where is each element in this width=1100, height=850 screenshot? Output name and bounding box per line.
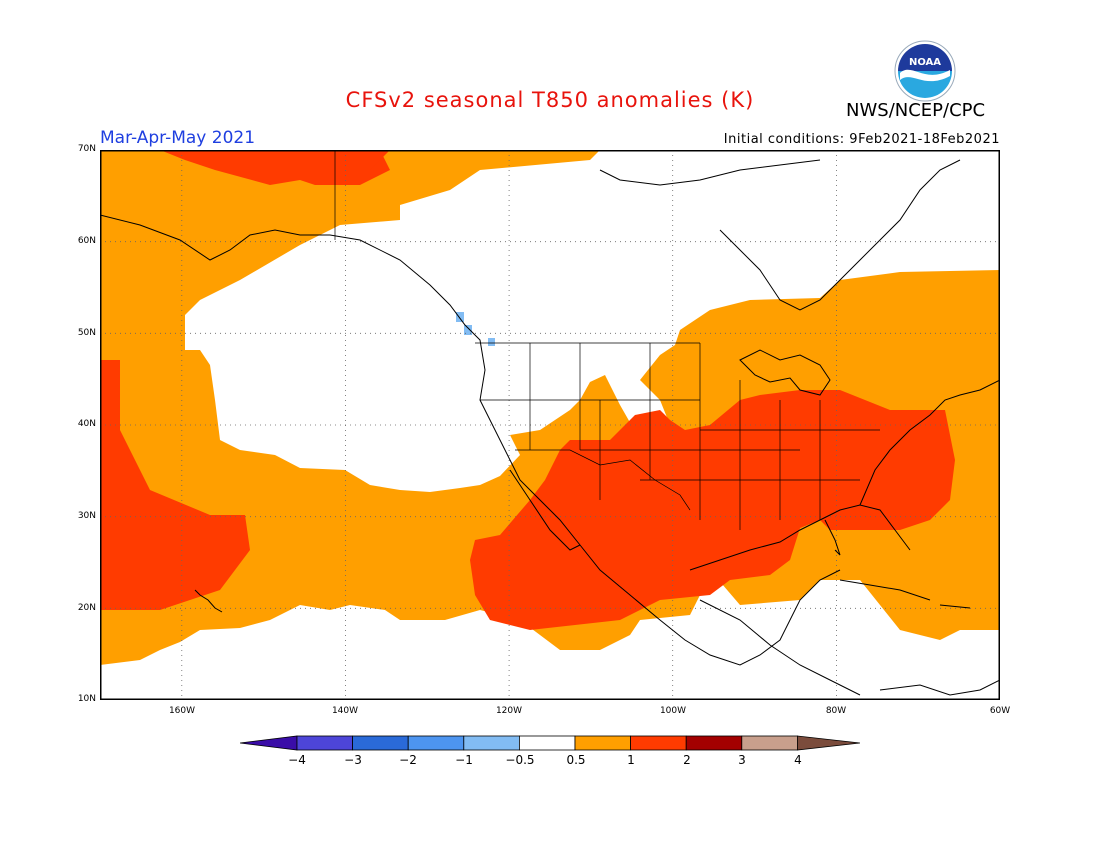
lon-label: 140W xyxy=(331,706,359,716)
lat-label: 30N xyxy=(77,511,96,521)
map-svg xyxy=(99,149,1001,701)
colorbar-swatch xyxy=(574,735,631,751)
colorbar-swatch xyxy=(685,735,743,751)
lon-label: 120W xyxy=(495,706,523,716)
colorbar-label: 4 xyxy=(794,753,802,767)
colorbar-arrow-high xyxy=(797,735,860,751)
lon-label: 160W xyxy=(168,706,196,716)
lon-label: 80W xyxy=(825,706,847,716)
organization-label: NWS/NCEP/CPC xyxy=(846,100,986,121)
lat-label: 20N xyxy=(77,603,96,613)
period-label: Mar-Apr-May 2021 xyxy=(100,128,256,148)
political-borders xyxy=(334,150,880,530)
colorbar-label: −2 xyxy=(399,753,417,767)
colorbar-label: −4 xyxy=(288,753,306,767)
colorbar-swatch xyxy=(630,735,687,751)
lon-label: 60W xyxy=(989,706,1011,716)
colorbar-swatch xyxy=(407,735,465,751)
coastlines xyxy=(99,159,1001,696)
lat-label: 40N xyxy=(77,419,96,429)
colorbar-label: 1 xyxy=(627,753,635,767)
colorbar-swatch xyxy=(518,735,576,751)
anomaly-map xyxy=(99,149,1001,701)
colorbar-label: −0.5 xyxy=(505,753,535,767)
colorbar-swatch xyxy=(296,735,353,751)
lat-label: 70N xyxy=(77,144,96,154)
lat-label: 50N xyxy=(77,328,96,338)
colorbar-label: −3 xyxy=(344,753,362,767)
colorbar-label: 3 xyxy=(738,753,746,767)
lat-label: 10N xyxy=(77,694,96,704)
colorbar-arrow-low xyxy=(240,735,298,751)
initial-conditions-label: Initial conditions: 9Feb2021-18Feb2021 xyxy=(723,132,1000,147)
noaa-logo-icon: NOAA xyxy=(894,40,956,102)
grid-lines xyxy=(100,150,1000,700)
lon-label: 100W xyxy=(659,706,687,716)
colorbar-label: 0.5 xyxy=(566,753,586,767)
colorbar-swatch xyxy=(352,735,409,751)
anomaly-neg-region xyxy=(456,312,495,346)
color-scale-bar xyxy=(240,735,860,751)
colorbar-swatch xyxy=(741,735,798,751)
colorbar-label: 2 xyxy=(683,753,691,767)
lat-label: 60N xyxy=(77,236,96,246)
colorbar-swatch xyxy=(463,735,520,751)
logo-text: NOAA xyxy=(909,57,941,68)
chart-title: CFSv2 seasonal T850 anomalies (K) xyxy=(345,88,755,112)
colorbar-label: −1 xyxy=(455,753,473,767)
map-frame xyxy=(99,149,1001,701)
